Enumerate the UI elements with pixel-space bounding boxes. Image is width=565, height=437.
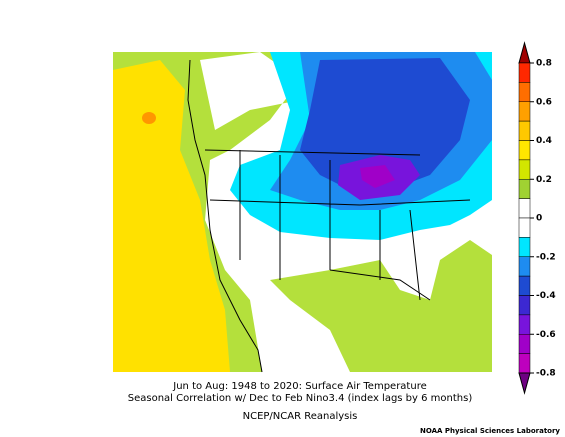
coastline <box>187 59 263 373</box>
colorbar-segment <box>518 101 531 122</box>
colorbar-segment <box>518 217 531 238</box>
colorbar-cap-bottom <box>518 372 531 395</box>
colorbar-tick-label: -0.4 <box>536 291 556 301</box>
colorbar-tick-label: 0 <box>536 214 542 224</box>
negative-region-5 <box>360 165 395 188</box>
colorbar-segment <box>518 120 531 141</box>
positive-peak <box>142 112 156 124</box>
colorbar-tick-label: 0.6 <box>536 97 552 107</box>
colorbar-segment <box>518 256 531 277</box>
caption-line2: Seasonal Correlation w/ Dec to Feb Nino3… <box>128 393 473 404</box>
colorbar-segment <box>518 353 531 374</box>
colorbar-tick-label: -0.6 <box>536 330 556 340</box>
colorbar-segment <box>518 140 531 161</box>
state-borders <box>204 149 471 301</box>
credit: NOAA Physical Sciences Laboratory <box>420 427 560 435</box>
source: NCEP/NCAR Reanalysis <box>243 411 358 422</box>
colorbar-segment <box>518 334 531 354</box>
negative-region-3 <box>300 58 470 190</box>
colorbar-segment <box>518 198 531 219</box>
colorbar-segment <box>518 62 531 83</box>
colorbar-segment <box>518 314 531 335</box>
colorbar-segment <box>518 237 531 257</box>
colorbar-segment <box>518 159 531 180</box>
colorbar-cap-top <box>518 41 531 64</box>
colorbar-segment <box>518 275 531 296</box>
colorbar: 0.8 0.6 0.4 0.2 0 -0.2 -0.4 -0.6 -0.8 <box>518 41 556 395</box>
positive-region <box>113 60 230 372</box>
colorbar-tick-label: -0.8 <box>536 369 556 379</box>
colorbar-segment <box>518 82 531 102</box>
caption-line1: Jun to Aug: 1948 to 2020: Surface Air Te… <box>172 381 426 392</box>
colorbar-tick-label: 0.2 <box>536 175 552 185</box>
colorbar-tick-label: 0.4 <box>536 136 552 146</box>
colorbar-tick-label: -0.2 <box>536 252 556 262</box>
map <box>113 52 492 373</box>
colorbar-segment <box>518 179 531 199</box>
colorbar-segment <box>518 295 531 316</box>
colorbar-tick-label: 0.8 <box>536 59 552 69</box>
